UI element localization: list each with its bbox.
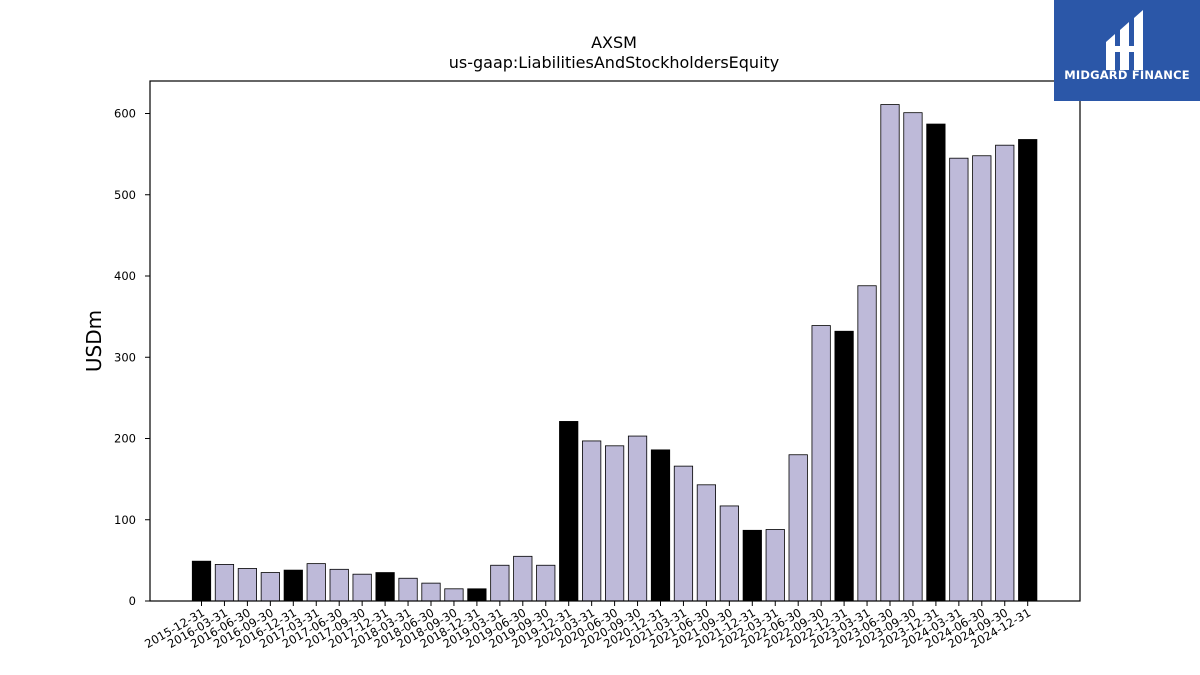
bar-2024-09-30: [995, 144, 1015, 602]
logo-text: MIDGARD FINANCE: [1064, 68, 1190, 82]
bar-2020-09-30: [627, 435, 648, 602]
y-tick-label: 100: [114, 513, 136, 527]
bar-2021-09-30: [719, 505, 739, 602]
chart-title: AXSM: [591, 33, 637, 52]
midgard-logo-icon: [1106, 10, 1143, 70]
bar-2020-06-30: [605, 445, 625, 602]
bar-2023-12-31: [926, 123, 946, 602]
bar-2016-06-30: [237, 568, 257, 602]
bar-2022-12-31: [834, 330, 854, 602]
y-tick-label: 200: [114, 432, 136, 446]
bar-2019-12-31: [559, 421, 579, 602]
bar-2024-03-31: [949, 157, 969, 602]
y-tick-label: 300: [114, 350, 136, 364]
bar-2024-06-30: [972, 155, 992, 602]
y-tick-label: 600: [114, 107, 136, 121]
bar-2023-06-30: [880, 104, 900, 602]
bar-2015-12-31: [191, 560, 212, 602]
bar-2022-06-30: [788, 454, 808, 602]
bar-2022-09-30: [811, 325, 831, 602]
y-tick-label: 0: [129, 594, 136, 608]
bar-2016-12-31: [283, 569, 303, 602]
bar-2021-06-30: [696, 484, 717, 602]
bar-2018-03-31: [398, 577, 418, 602]
bar-2017-06-30: [329, 568, 349, 602]
bar-2022-03-31: [765, 529, 785, 602]
bar-2019-03-31: [490, 564, 510, 602]
x-axis: 2015-12-312016-03-312016-06-302016-09-30…: [142, 601, 1033, 651]
bar-2020-12-31: [650, 449, 671, 602]
bars-group: [191, 104, 1038, 602]
bar-2016-03-31: [214, 564, 235, 602]
bar-2017-03-31: [306, 563, 326, 602]
y-axis-label: USDm: [82, 310, 106, 372]
bar-2017-09-30: [352, 573, 372, 602]
bar-2018-09-30: [444, 588, 464, 602]
bar-2021-03-31: [673, 465, 694, 602]
bar-2023-03-31: [857, 285, 877, 602]
bar-2021-12-31: [742, 529, 762, 602]
bar-2019-09-30: [536, 564, 556, 602]
bar-2018-12-31: [467, 588, 487, 602]
bar-2016-09-30: [260, 572, 280, 602]
brand-logo: MIDGARD FINANCE: [1054, 0, 1200, 101]
bar-2018-06-30: [421, 582, 441, 602]
bar-2017-12-31: [375, 572, 395, 602]
chart-subtitle: us-gaap:LiabilitiesAndStockholdersEquity: [449, 53, 780, 72]
y-tick-label: 500: [114, 188, 136, 202]
plot-frame: [149, 80, 1081, 602]
y-axis: 0 100 200 300 400 500 600: [114, 107, 150, 608]
bar-2019-06-30: [513, 555, 533, 602]
bar-2020-03-31: [582, 440, 602, 602]
bar-2023-09-30: [903, 112, 923, 602]
bar-2024-12-31: [1018, 139, 1038, 602]
y-tick-label: 400: [114, 269, 136, 283]
